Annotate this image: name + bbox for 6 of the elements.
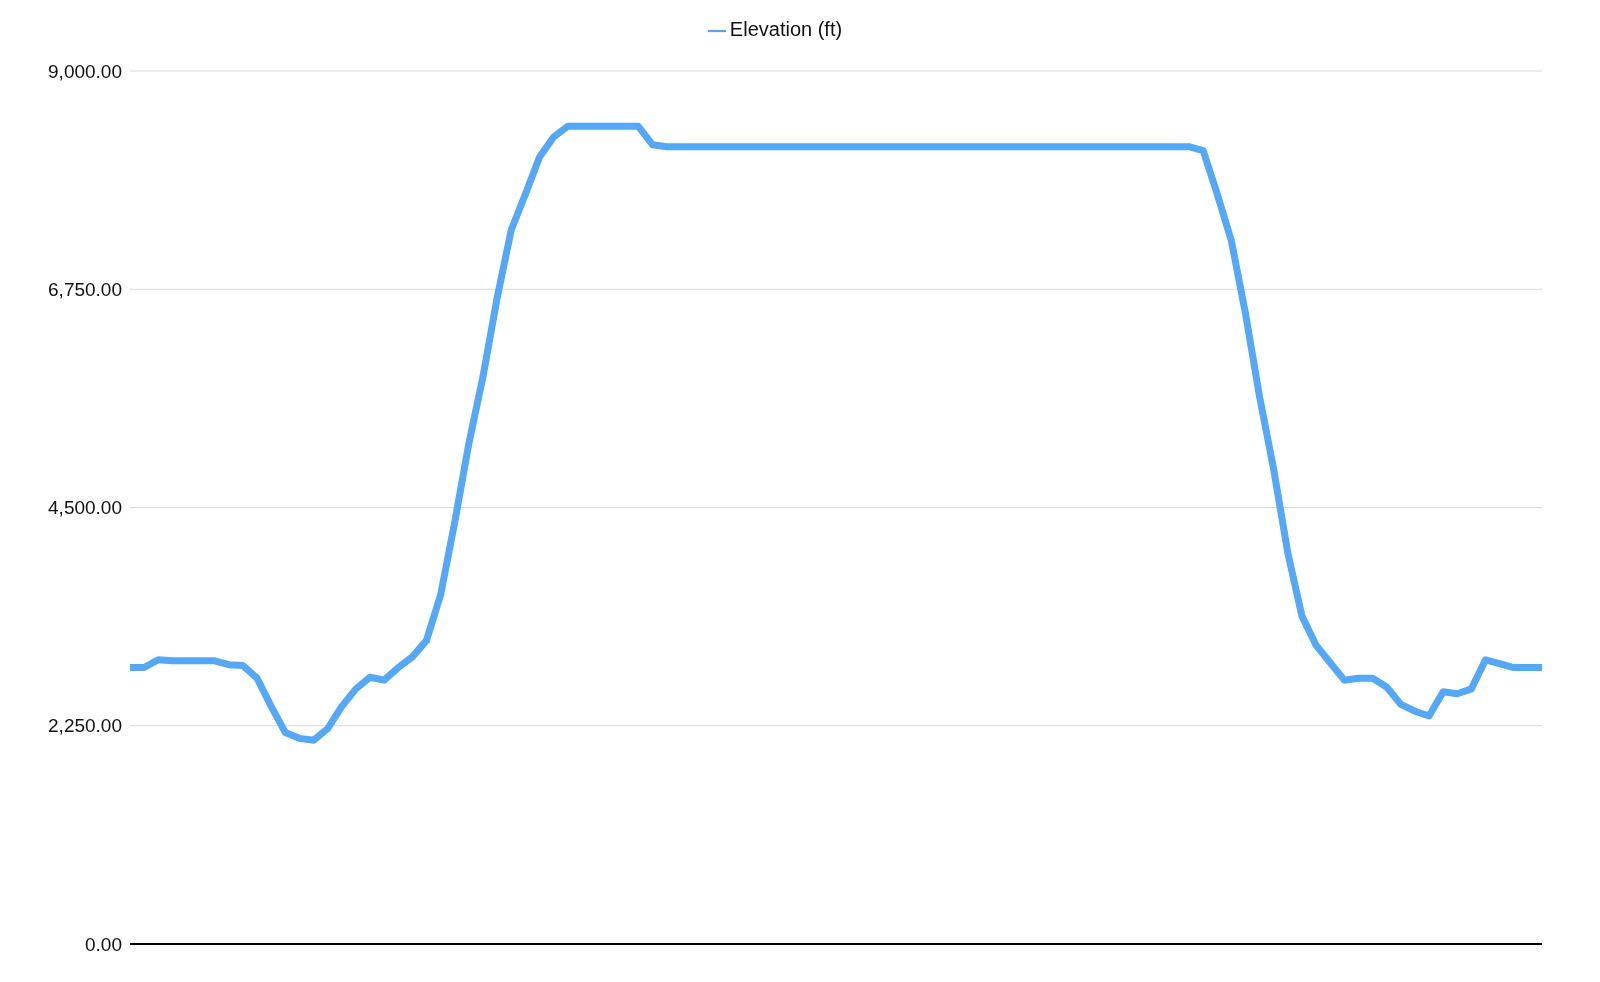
y-tick-label: 4,500.00 <box>48 497 122 519</box>
legend-label: Elevation (ft) <box>729 18 843 40</box>
y-tick-label: 6,750.00 <box>48 278 122 300</box>
y-tick-label: 0.00 <box>85 933 122 955</box>
y-tick-label: 9,000.00 <box>48 60 122 82</box>
y-tick-label: 2,250.00 <box>48 715 122 737</box>
